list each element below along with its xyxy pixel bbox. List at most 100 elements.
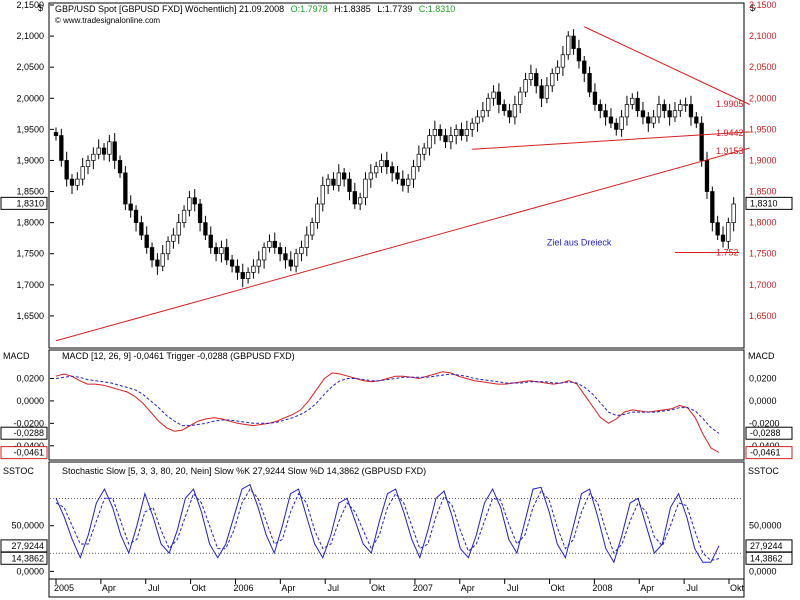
annotation-level-label: 1.9153 [716, 146, 744, 156]
stoch-tick-label-left: 50,0000 [11, 521, 44, 531]
xaxis-label: Jul [327, 583, 339, 593]
candle-body [256, 259, 261, 267]
candle-body [240, 272, 245, 279]
candle-body [352, 191, 357, 205]
candle-body [624, 104, 630, 118]
price-tick-label-left: 1,8000 [16, 218, 44, 228]
candle-body [336, 172, 341, 186]
candle-body [539, 85, 544, 99]
candle-body [656, 104, 662, 118]
candle-body [208, 234, 213, 248]
candle-body [96, 147, 101, 155]
candle-body [438, 129, 443, 136]
stoch-value-label-right: 27,9244 [750, 541, 783, 551]
candle-body [710, 191, 715, 223]
candle-body [640, 110, 646, 118]
candle-body [101, 147, 107, 155]
macd-value-label-right: -0,0461 [750, 448, 781, 458]
annotation-level-label: 1.752 [716, 247, 739, 257]
last-value-box-right [745, 196, 793, 210]
candle-body [325, 178, 331, 186]
candle-body [683, 104, 688, 106]
candle-body [213, 247, 219, 255]
xaxis-label: Okt [730, 583, 745, 593]
candle-body [144, 234, 149, 248]
stoch-tick-label-right: 50,0000 [749, 521, 782, 531]
price-tick-label-right: 1,8500 [749, 187, 777, 197]
candle-body [518, 91, 523, 105]
candle-body [619, 116, 624, 130]
candle-body [155, 259, 160, 267]
candle-body [432, 129, 438, 136]
stoch-axis-label-left: SSTOC [3, 466, 34, 476]
candle-body [582, 60, 587, 74]
stoch-value-label-left: 14,3862 [11, 553, 44, 563]
candle-body [672, 110, 678, 118]
candle-body [91, 153, 96, 161]
xaxis-label: Jul [148, 583, 160, 593]
price-tick-label-left: 2,0000 [16, 93, 44, 103]
candle-body [427, 135, 432, 149]
candle-body [576, 48, 582, 62]
candle-body [496, 91, 502, 105]
xaxis-label: Apr [102, 583, 116, 593]
candle-body [149, 247, 155, 261]
candle-body [176, 222, 181, 236]
price-tick-label-right: 2,1000 [749, 31, 777, 41]
trendline-support-uptrend [55, 147, 750, 342]
chart-title-text: GBP/USD Spot [GBPUSD FXD] Wöchentlich] 2… [55, 4, 284, 14]
stoch-layer: 50,0000 50,0000 0,0000 0,0000 27,9244 27,9244… [0, 483, 793, 576]
candle-body [261, 247, 267, 261]
annotation-target-text: Ziel aus Dreieck [547, 238, 612, 248]
xaxis-label: Jul [686, 583, 698, 593]
last-value-label-left: 1,8310 [16, 198, 44, 208]
macd-axis-label-right: MACD [748, 351, 775, 361]
xaxis-label: 2006 [233, 583, 253, 593]
candle-body [464, 129, 470, 136]
candle-body [197, 203, 203, 223]
candle-body [277, 247, 283, 255]
candle-body [592, 91, 598, 105]
candle-body [512, 104, 518, 118]
candle-body [475, 116, 480, 124]
trendline-triangle-lower [472, 131, 750, 150]
candle-body [544, 85, 550, 99]
candle-body [69, 178, 75, 186]
stoch-tick-label-left: 0,0000 [16, 566, 44, 576]
candle-body [646, 116, 651, 124]
candle-body [160, 253, 165, 267]
macd-tick-label-right: 0,0000 [749, 396, 777, 406]
candle-body [486, 97, 491, 112]
candle-body [470, 122, 475, 130]
candle-body [272, 240, 277, 248]
candle-body [555, 66, 560, 74]
price-tick-label-right: 1,9500 [749, 124, 777, 134]
candle-body [251, 265, 256, 273]
stoch-title: Stochastic Slow [5, 3, 3, 80, 20, Nein] … [62, 466, 426, 476]
xaxis-layer: 2005 Apr Jul Okt 2006 Apr Jul Okt 2007 Apr Jul Okt 2… [54, 579, 745, 593]
candle-body [694, 116, 699, 124]
price-tick-label-right: 1,6500 [749, 311, 777, 321]
candle-body [390, 166, 395, 174]
macd-value-label-left: -0,0461 [13, 448, 44, 458]
candle-body [400, 178, 405, 186]
macd-tick-label-right: -0,0400 [749, 441, 780, 451]
currency-symbol-right: $ [750, 3, 755, 13]
candle-body [731, 203, 736, 223]
xaxis-label: Apr [281, 583, 295, 593]
candle-body [219, 247, 224, 255]
trendline-triangle-upper [584, 26, 750, 105]
macd-value-label-left: -0,0288 [13, 428, 44, 438]
xaxis-label: Okt [192, 583, 207, 593]
macd-value-box-left [0, 446, 48, 460]
price-tick-label-right: 1,7000 [749, 280, 777, 290]
candle-body [534, 73, 539, 87]
macd-series-macd [55, 371, 720, 453]
candle-body [171, 234, 176, 242]
annotation-level-label: 1.9442 [716, 128, 744, 138]
stoch-value-label-left: 27,9244 [11, 541, 44, 551]
candle-body [587, 73, 592, 93]
macd-value-label-right: -0,0288 [750, 428, 781, 438]
candle-body [224, 247, 229, 261]
xaxis-frame [48, 578, 745, 598]
